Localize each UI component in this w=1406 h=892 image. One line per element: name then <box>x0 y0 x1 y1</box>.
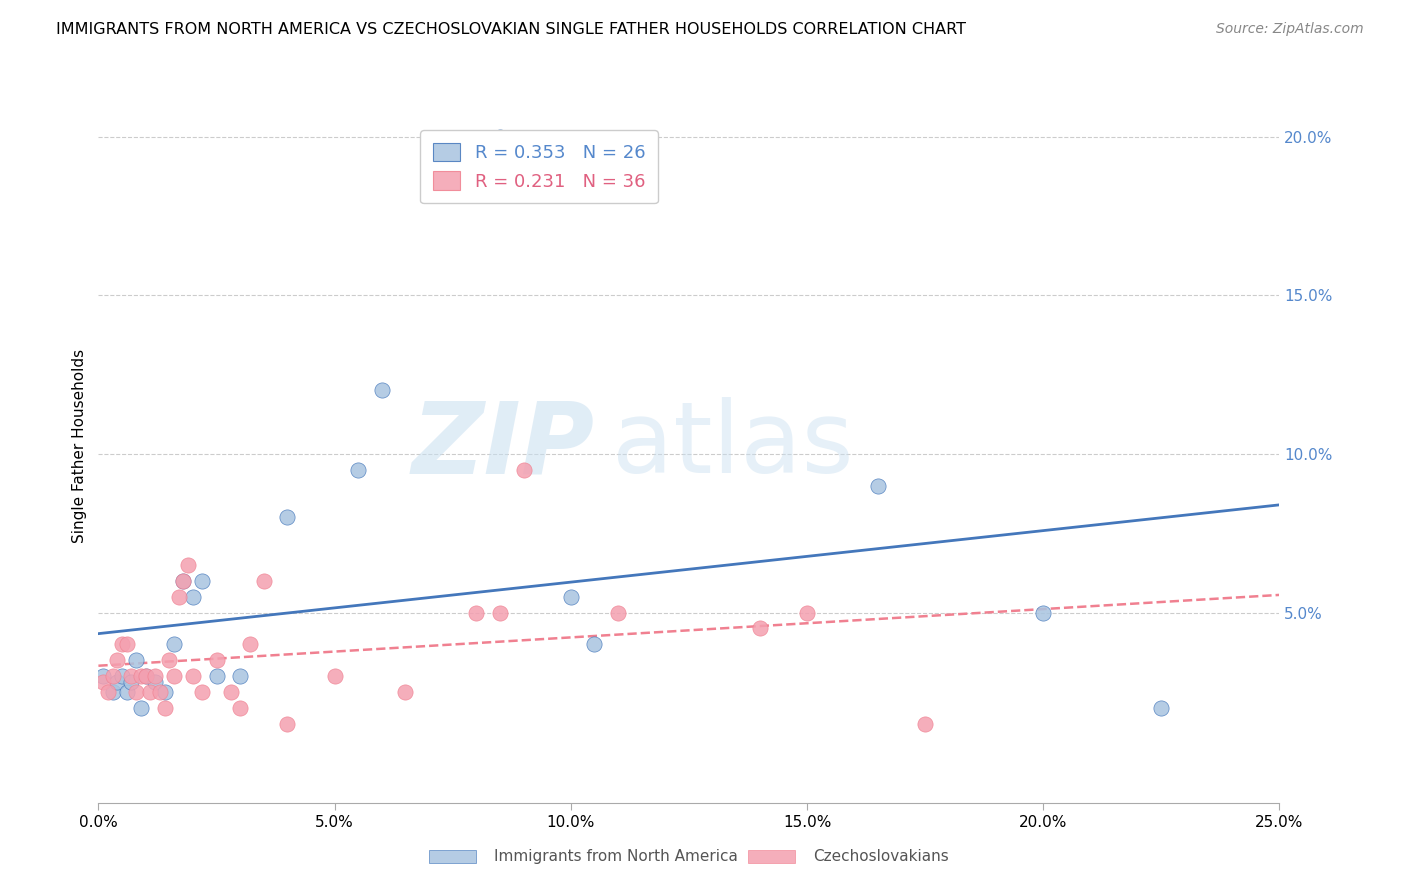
Point <box>172 574 194 588</box>
Point <box>512 463 534 477</box>
Point <box>149 685 172 699</box>
Point <box>97 685 120 699</box>
Point <box>129 669 152 683</box>
Point <box>167 590 190 604</box>
Point <box>323 669 346 683</box>
Point <box>135 669 157 683</box>
Point <box>748 621 770 635</box>
Point <box>347 463 370 477</box>
Point <box>105 675 128 690</box>
Point <box>139 685 162 699</box>
Point <box>181 669 204 683</box>
Point <box>115 685 138 699</box>
Point <box>239 637 262 651</box>
Point <box>205 653 228 667</box>
Point <box>219 685 242 699</box>
Point <box>560 590 582 604</box>
Point <box>121 669 143 683</box>
Point <box>276 716 298 731</box>
Point <box>796 606 818 620</box>
Y-axis label: Single Father Households: Single Father Households <box>72 349 87 543</box>
Point <box>91 669 114 683</box>
Point <box>91 675 114 690</box>
Point <box>191 685 214 699</box>
Legend: R = 0.353   N = 26, R = 0.231   N = 36: R = 0.353 N = 26, R = 0.231 N = 36 <box>420 130 658 203</box>
Point <box>465 606 488 620</box>
Point <box>125 685 148 699</box>
Point <box>914 716 936 731</box>
Point <box>115 637 138 651</box>
Point <box>191 574 214 588</box>
Point <box>111 669 134 683</box>
Point <box>276 510 298 524</box>
Point <box>1032 606 1054 620</box>
Text: IMMIGRANTS FROM NORTH AMERICA VS CZECHOSLOVAKIAN SINGLE FATHER HOUSEHOLDS CORREL: IMMIGRANTS FROM NORTH AMERICA VS CZECHOS… <box>56 22 966 37</box>
Text: Source: ZipAtlas.com: Source: ZipAtlas.com <box>1216 22 1364 37</box>
Point <box>177 558 200 572</box>
Point <box>489 129 512 144</box>
Point <box>101 669 124 683</box>
Point <box>583 637 606 651</box>
Point <box>1150 700 1173 714</box>
Point <box>157 653 180 667</box>
Point <box>229 669 252 683</box>
Bar <box>748 850 796 863</box>
Point <box>371 384 394 398</box>
Point <box>866 478 889 492</box>
Point <box>163 669 186 683</box>
Point <box>153 685 176 699</box>
Point <box>607 606 630 620</box>
Text: atlas: atlas <box>612 398 853 494</box>
Text: ZIP: ZIP <box>412 398 595 494</box>
Point <box>111 637 134 651</box>
Point <box>253 574 276 588</box>
Point <box>489 606 512 620</box>
Point <box>229 700 252 714</box>
Bar <box>429 850 477 863</box>
Point <box>143 669 166 683</box>
Point <box>129 700 152 714</box>
Point <box>143 675 166 690</box>
Point <box>105 653 128 667</box>
Point <box>153 700 176 714</box>
Point <box>205 669 228 683</box>
Point <box>121 675 143 690</box>
Point <box>125 653 148 667</box>
Point <box>101 685 124 699</box>
Text: Czechoslovakians: Czechoslovakians <box>813 849 949 863</box>
Point <box>181 590 204 604</box>
Point <box>394 685 416 699</box>
Point <box>172 574 194 588</box>
Point <box>135 669 157 683</box>
Point <box>163 637 186 651</box>
Text: Immigrants from North America: Immigrants from North America <box>494 849 738 863</box>
